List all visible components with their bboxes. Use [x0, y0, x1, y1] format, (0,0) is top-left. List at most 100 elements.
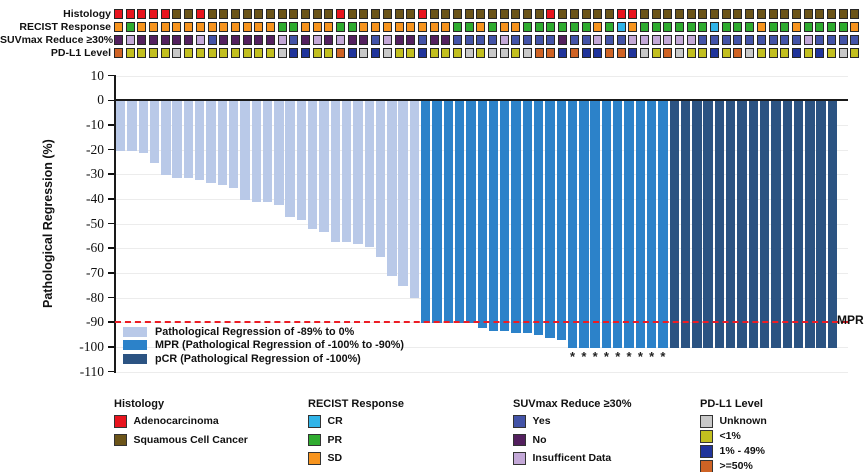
- recist-square: [721, 22, 731, 32]
- bar: [228, 101, 239, 188]
- pdl1-square: [382, 48, 392, 58]
- suvmax-square: [382, 35, 392, 45]
- tick-mark: [108, 173, 115, 176]
- histology-square: [160, 9, 170, 19]
- legend-column-title: Histology: [114, 398, 165, 410]
- pdl1-square: [663, 48, 673, 58]
- bar: [511, 101, 521, 334]
- pdl1-square: [324, 48, 334, 58]
- bar: [703, 101, 713, 348]
- histology-square: [488, 9, 497, 19]
- asterisk-marker: *: [649, 348, 655, 364]
- bar: [669, 101, 679, 348]
- pdl1-square: [826, 48, 836, 58]
- asterisk-marker: *: [603, 348, 609, 364]
- suvmax-square: [803, 35, 813, 45]
- suvmax-square: [838, 35, 848, 45]
- pdl1-square: [137, 48, 147, 58]
- tick-label: -40: [86, 190, 104, 206]
- suvmax-square: [464, 35, 474, 45]
- histology-square: [499, 9, 509, 19]
- mpr-label: MPR: [837, 313, 864, 327]
- legend-swatch: [700, 415, 713, 428]
- pdl1-square: [803, 48, 813, 58]
- pdl1-square: [184, 48, 194, 58]
- recist-square: [476, 22, 486, 32]
- recist-square: [347, 22, 357, 32]
- plot-legend-row: MPR (Pathological Regression of -100% to…: [123, 339, 404, 353]
- tick-mark: [108, 124, 115, 126]
- bar: [161, 101, 171, 176]
- legend-item-label: SD: [327, 452, 343, 465]
- recist-square: [160, 22, 170, 32]
- recist-square: [710, 22, 720, 32]
- histology-square: [558, 9, 568, 19]
- annotation-row-label-pdl1: PD-L1 Level: [50, 46, 111, 59]
- suvmax-square: [815, 35, 825, 45]
- legend-item-label: Squamous Cell Cancer: [133, 433, 248, 446]
- recist-square: [149, 22, 159, 32]
- pdl1-square: [464, 48, 474, 58]
- suvmax-square: [172, 35, 182, 45]
- suvmax-square: [850, 35, 860, 45]
- pdl1-square: [780, 48, 790, 58]
- tick-label: -10: [86, 116, 104, 132]
- recist-square: [780, 22, 790, 32]
- bar: [206, 101, 216, 183]
- tick-mark: [108, 247, 115, 250]
- legend-item-label: Adenocarcinoma: [133, 415, 219, 428]
- pdl1-square: [756, 48, 766, 58]
- bar: [319, 101, 329, 232]
- histology-square: [663, 9, 673, 19]
- bar: [782, 101, 792, 348]
- waterfall-bars: * * * * * * * * *: [116, 101, 838, 371]
- zero-baseline: [115, 98, 848, 102]
- suvmax-square: [429, 35, 439, 45]
- suvmax-square: [394, 35, 404, 45]
- asterisk-marker: *: [592, 348, 598, 364]
- pdl1-square: [371, 48, 381, 58]
- histology-square: [301, 9, 310, 19]
- pdl1-square: [476, 48, 486, 58]
- pdl1-square: [850, 48, 860, 58]
- histology-square: [476, 9, 486, 19]
- recist-square: [569, 22, 579, 32]
- histology-square: [277, 9, 287, 19]
- suvmax-square: [277, 35, 287, 45]
- tick-mark: [108, 346, 115, 348]
- annotation-row-pdl1: [114, 48, 860, 58]
- bar: [421, 101, 431, 324]
- tick-label: -70: [86, 264, 104, 280]
- bar: [183, 101, 194, 178]
- histology-square: [756, 9, 766, 19]
- bar: [330, 101, 341, 242]
- histology-square: [721, 9, 731, 19]
- legend-column-1: Histology Adenocarcinoma Squamous Cell Can…: [114, 398, 248, 452]
- asterisk-marker: *: [626, 348, 632, 364]
- mpr-reference-line: [115, 321, 848, 323]
- recist-square: [382, 22, 392, 32]
- recist-square: [686, 22, 696, 32]
- legend-swatch: [700, 445, 713, 458]
- suvmax-square: [207, 35, 217, 45]
- suvmax-square: [230, 35, 240, 45]
- asterisk-marker: *: [570, 348, 576, 364]
- bar: [692, 101, 702, 348]
- suvmax-square: [733, 35, 743, 45]
- suvmax-square: [581, 35, 591, 45]
- suvmax-square: [301, 35, 310, 45]
- bar: *: [579, 101, 589, 363]
- histology-square: [791, 9, 801, 19]
- tick-label: -110: [79, 363, 104, 379]
- tick-mark: [108, 74, 115, 77]
- recist-square: [289, 22, 299, 32]
- suvmax-square: [324, 35, 334, 45]
- legend-item-label: 1% - 49%: [719, 445, 766, 458]
- bar: *: [635, 101, 646, 363]
- suvmax-square: [312, 35, 322, 45]
- suvmax-square: [441, 35, 451, 45]
- histology-square: [523, 9, 533, 19]
- gridline: [115, 75, 848, 77]
- recist-square: [558, 22, 568, 32]
